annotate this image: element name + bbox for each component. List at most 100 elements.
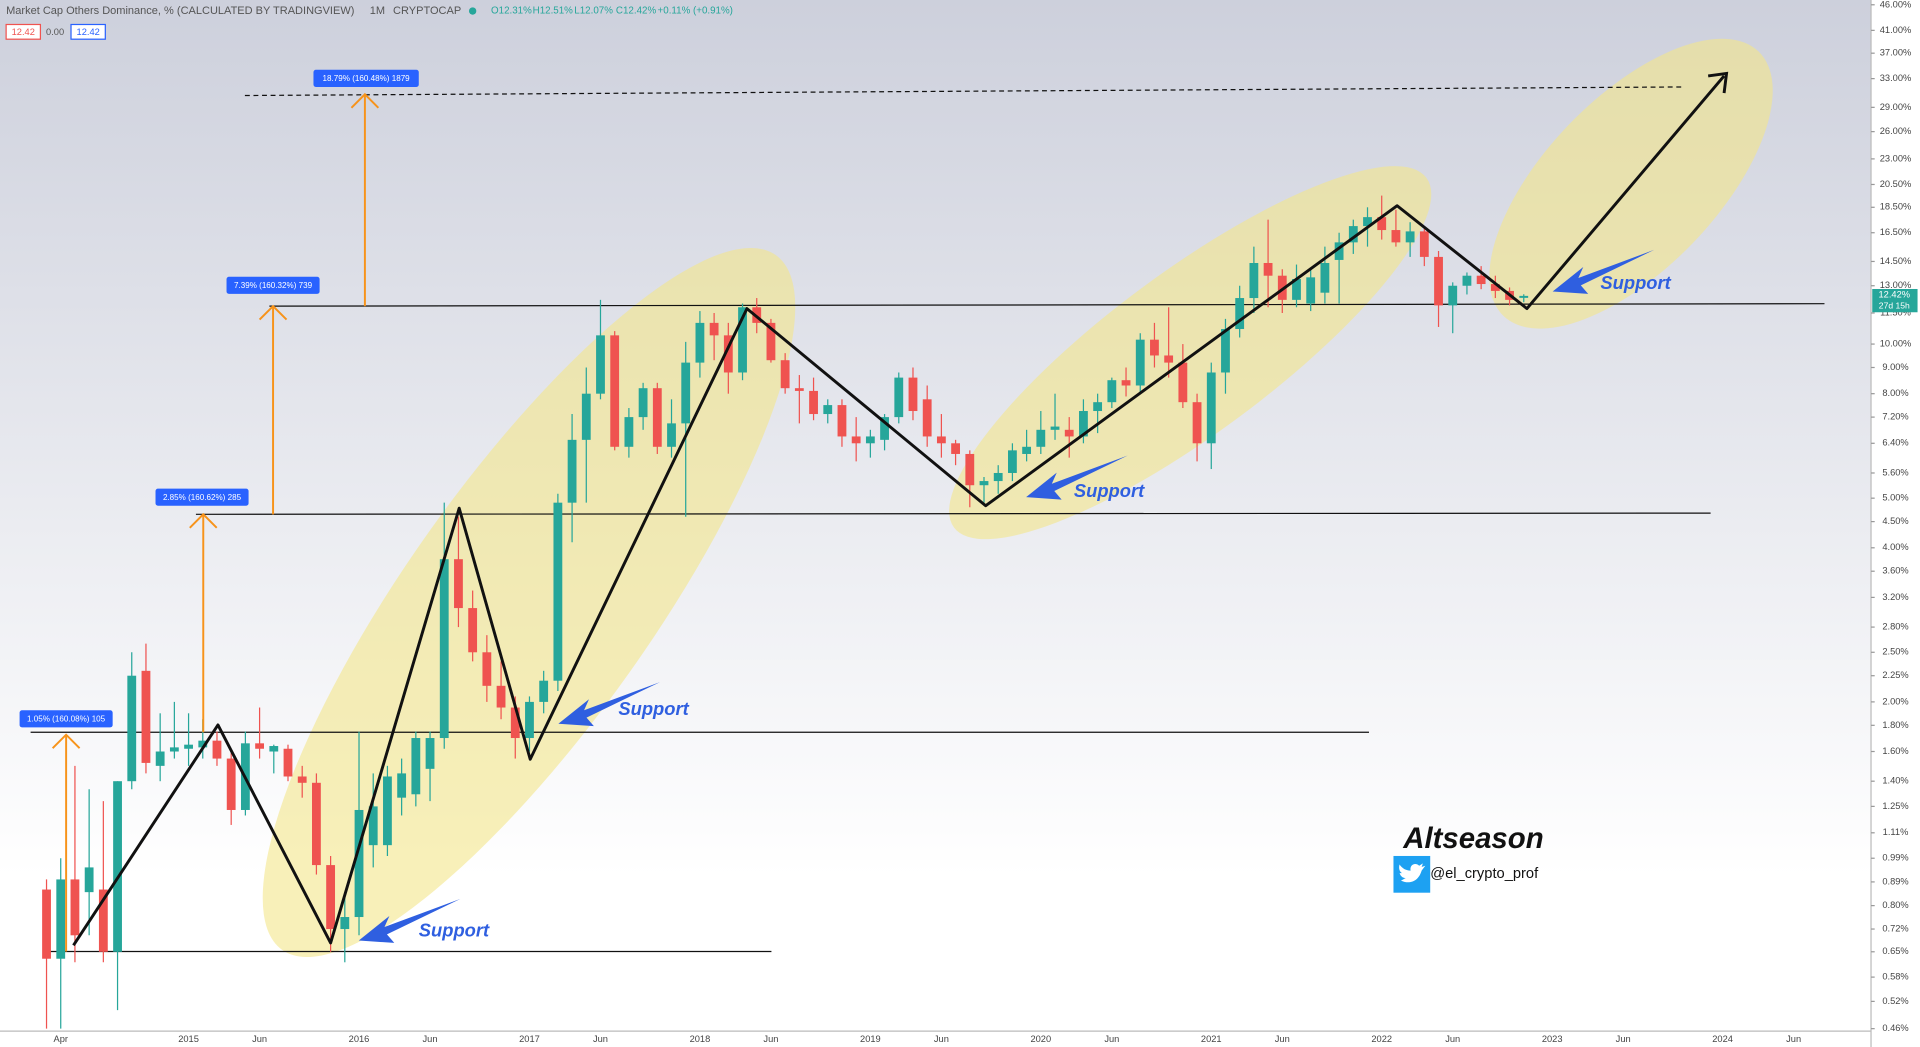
y-tick-label: 1.40% bbox=[1882, 776, 1908, 786]
candle-body bbox=[1377, 217, 1387, 231]
y-tick-label: 11.50% bbox=[1880, 307, 1911, 317]
candle-body bbox=[1448, 285, 1458, 306]
candle-body bbox=[255, 743, 264, 749]
candle-body bbox=[439, 559, 449, 739]
arrow-head bbox=[1707, 71, 1729, 94]
candle-body bbox=[794, 388, 804, 391]
candle-body bbox=[1263, 262, 1273, 276]
candle-body bbox=[1192, 402, 1202, 444]
y-tick-label: 4.50% bbox=[1882, 516, 1908, 526]
candle-body bbox=[695, 322, 705, 363]
arrow-head bbox=[51, 733, 81, 749]
candle-body bbox=[809, 390, 818, 415]
price-label: 12.42% bbox=[1879, 290, 1911, 300]
candle-body bbox=[155, 751, 165, 766]
candle-body bbox=[681, 362, 691, 424]
candle-body bbox=[1064, 429, 1074, 437]
support-arrow bbox=[558, 682, 660, 727]
candle-body bbox=[979, 481, 989, 486]
candle-body bbox=[596, 335, 605, 394]
candle-body bbox=[865, 436, 875, 444]
y-tick-label: 46.00% bbox=[1880, 0, 1912, 9]
x-tick-label: Jun bbox=[1786, 1034, 1801, 1044]
candle-body bbox=[496, 685, 506, 708]
twitter-bird bbox=[1399, 863, 1426, 883]
candle-body bbox=[936, 436, 946, 444]
candle-body bbox=[525, 701, 534, 739]
candle-body bbox=[84, 867, 94, 893]
candle-body bbox=[340, 917, 350, 930]
x-tick-label: 2022 bbox=[1371, 1034, 1392, 1044]
candle-body bbox=[127, 675, 137, 782]
x-tick-label: 2020 bbox=[1030, 1034, 1051, 1044]
candle-body bbox=[1135, 339, 1145, 386]
candle-body bbox=[482, 652, 492, 686]
candle-body bbox=[1150, 339, 1159, 356]
x-tick-label: 2024 bbox=[1712, 1034, 1733, 1044]
candle-body bbox=[1221, 329, 1230, 373]
candle-body bbox=[652, 388, 662, 447]
price-label-box bbox=[1872, 288, 1918, 313]
candle-body bbox=[965, 453, 975, 486]
y-tick-label: 0.46% bbox=[1882, 1023, 1908, 1033]
candle-body bbox=[1050, 426, 1060, 430]
candle-body bbox=[1462, 275, 1472, 286]
y-tick-label: 20.50% bbox=[1880, 179, 1912, 189]
y-tick-label: 1.11% bbox=[1883, 827, 1909, 837]
x-tick-label: Jun bbox=[763, 1034, 778, 1044]
y-tick-label: 7.20% bbox=[1882, 412, 1908, 422]
measure-label: 1.05% (160.08%) 105 bbox=[27, 715, 106, 724]
price-axis-background bbox=[1871, 0, 1920, 1047]
ohlc-open: O12.31% bbox=[491, 6, 532, 17]
x-tick-label: 2019 bbox=[860, 1034, 881, 1044]
candle-body bbox=[780, 360, 790, 389]
x-tick-label: Apr bbox=[54, 1034, 68, 1044]
candle-body bbox=[354, 809, 364, 918]
candle-body bbox=[56, 879, 66, 959]
candle-body bbox=[539, 680, 549, 702]
y-tick-label: 3.20% bbox=[1882, 592, 1908, 602]
ohlc-high: H12.51% bbox=[533, 6, 574, 17]
y-tick-label: 3.60% bbox=[1882, 566, 1908, 576]
arrow-head bbox=[258, 304, 288, 321]
zigzag bbox=[72, 74, 1726, 947]
x-tick-label: Jun bbox=[1445, 1034, 1460, 1044]
candle-body bbox=[113, 781, 122, 952]
candle-body bbox=[1107, 380, 1117, 403]
candle-body bbox=[425, 738, 435, 769]
candle-body bbox=[723, 335, 733, 373]
x-tick-label: 2015 bbox=[178, 1034, 199, 1044]
x-tick-label: Jun bbox=[1616, 1034, 1631, 1044]
candle-body bbox=[993, 472, 1003, 482]
y-tick-label: 0.72% bbox=[1882, 923, 1908, 933]
candle-body bbox=[1178, 362, 1188, 403]
y-tick-label: 26.00% bbox=[1880, 126, 1912, 136]
x-tick-label: Jun bbox=[423, 1034, 438, 1044]
candle-body bbox=[312, 782, 321, 866]
candle-body bbox=[212, 740, 222, 759]
arrow-head bbox=[350, 92, 380, 109]
candle-body bbox=[98, 889, 108, 952]
support-arrow bbox=[1552, 249, 1655, 294]
chart-title: Market Cap Others Dominance, % (CALCULAT… bbox=[6, 5, 354, 17]
candle-body bbox=[297, 776, 307, 783]
candle-body bbox=[1235, 298, 1245, 330]
candle-body bbox=[510, 707, 520, 739]
y-tick-label: 2.50% bbox=[1882, 647, 1908, 657]
y-tick-label: 0.89% bbox=[1882, 876, 1908, 886]
candle-body bbox=[1519, 295, 1529, 298]
candle-body bbox=[567, 439, 577, 503]
y-tick-label: 10.00% bbox=[1880, 339, 1912, 349]
candle-body bbox=[610, 335, 620, 447]
y-tick-label: 29.00% bbox=[1880, 102, 1912, 112]
support-arrows bbox=[358, 249, 1655, 943]
candle-body bbox=[1093, 402, 1103, 412]
candle-body bbox=[638, 388, 648, 418]
y-tick-label: 41.00% bbox=[1880, 25, 1912, 35]
candle-body bbox=[411, 738, 421, 795]
candle-body bbox=[908, 377, 918, 412]
price-box-text: 12.42 bbox=[12, 27, 35, 37]
candle-body bbox=[1249, 262, 1259, 299]
y-tick-label: 0.58% bbox=[1882, 972, 1908, 982]
x-tick-label: Jun bbox=[934, 1034, 949, 1044]
